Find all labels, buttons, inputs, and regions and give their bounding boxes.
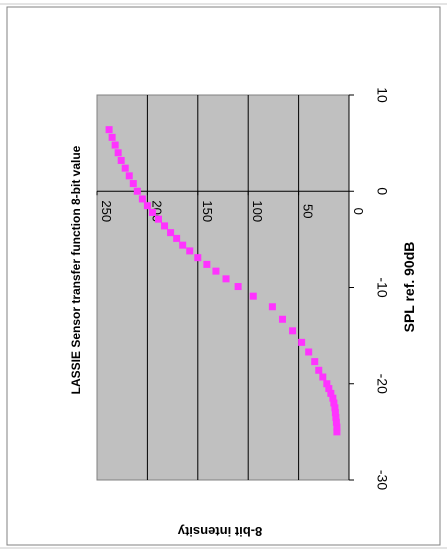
data-point xyxy=(154,215,162,223)
data-point xyxy=(332,413,340,421)
data-point xyxy=(315,366,323,374)
data-point xyxy=(331,404,339,412)
data-point xyxy=(148,208,156,216)
y-tick-label: 150 xyxy=(200,200,215,222)
data-point xyxy=(105,126,113,134)
data-point xyxy=(329,394,337,402)
x-axis-label: SPL ref. 90dB xyxy=(401,242,417,333)
data-point xyxy=(212,267,220,275)
data-point xyxy=(331,409,339,417)
x-tick-label: 10 xyxy=(374,87,390,103)
data-point xyxy=(125,172,133,180)
data-point xyxy=(173,234,181,242)
x-tick-label: -20 xyxy=(374,374,390,394)
data-point xyxy=(330,399,338,407)
x-tick-label: -30 xyxy=(374,470,390,490)
data-point xyxy=(332,418,340,426)
data-point xyxy=(167,229,175,237)
data-point xyxy=(203,260,211,268)
data-point xyxy=(179,241,187,249)
data-point xyxy=(194,254,202,262)
data-point xyxy=(289,327,297,335)
data-point xyxy=(234,283,242,291)
data-point xyxy=(143,202,151,210)
plot-background xyxy=(96,94,350,481)
data-point xyxy=(305,348,313,356)
y-tick-label: 0 xyxy=(351,208,366,215)
data-point xyxy=(249,292,257,300)
data-point xyxy=(323,380,331,388)
data-point xyxy=(117,156,125,164)
data-point xyxy=(278,315,286,323)
x-tick-label: 0 xyxy=(374,187,390,195)
y-tick-label: 250 xyxy=(99,200,114,222)
y-tick-label: 50 xyxy=(301,204,316,218)
data-point xyxy=(319,373,327,381)
chart-title: LASSIE Sensor transfer function 8-bit va… xyxy=(69,145,83,394)
data-point xyxy=(133,187,141,195)
data-point xyxy=(186,247,194,255)
data-point xyxy=(222,275,230,283)
y-tick-label: 100 xyxy=(250,200,265,222)
data-point xyxy=(121,164,129,172)
data-point xyxy=(333,423,341,431)
data-point xyxy=(114,149,122,157)
y-axis-label: 8-bit intensity xyxy=(177,524,262,539)
data-point xyxy=(138,195,146,203)
data-point xyxy=(311,358,319,366)
data-point xyxy=(298,338,306,346)
data-point xyxy=(325,385,333,393)
data-point xyxy=(108,133,116,141)
data-point xyxy=(129,180,137,188)
data-point xyxy=(268,303,276,311)
x-tick-label: -10 xyxy=(374,277,390,297)
data-point xyxy=(327,389,335,397)
data-point xyxy=(161,222,169,230)
data-point xyxy=(333,428,341,436)
data-point xyxy=(111,141,119,149)
